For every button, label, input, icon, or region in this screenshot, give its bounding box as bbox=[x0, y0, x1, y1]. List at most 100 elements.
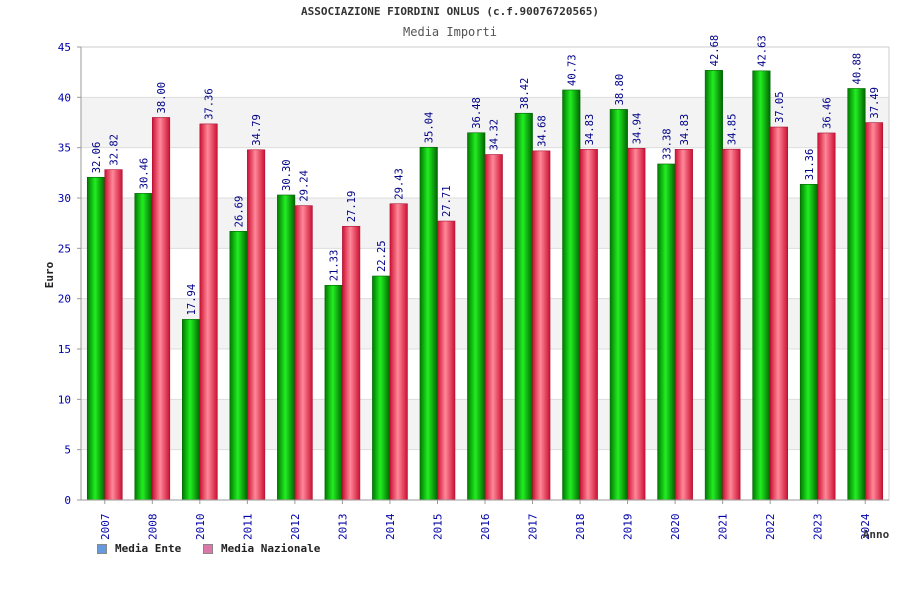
legend-item-ente: Media Ente bbox=[97, 542, 181, 555]
data-label-media-ente: 32.06 bbox=[91, 142, 103, 174]
bar-media-nazionale bbox=[389, 203, 408, 501]
y-tick-label: 30 bbox=[58, 192, 71, 205]
x-tick-label: 2022 bbox=[764, 514, 777, 541]
data-label-media-nazionale: 34.68 bbox=[536, 115, 548, 147]
bar-media-ente bbox=[847, 88, 866, 501]
y-tick-label: 45 bbox=[58, 41, 71, 54]
chart-subtitle: Media Importi bbox=[403, 25, 497, 39]
x-tick-label: 2014 bbox=[384, 513, 397, 540]
data-label-media-ente: 42.68 bbox=[709, 35, 721, 67]
bar-media-nazionale bbox=[674, 149, 693, 501]
data-label-media-ente: 36.48 bbox=[471, 97, 483, 129]
x-tick-label: 2012 bbox=[289, 514, 302, 541]
bar-media-nazionale bbox=[817, 132, 836, 501]
y-tick-label: 0 bbox=[64, 494, 71, 507]
bar-media-nazionale bbox=[864, 122, 884, 501]
data-label-media-nazionale: 32.82 bbox=[109, 134, 121, 166]
legend-label-ente: Media Ente bbox=[115, 542, 182, 555]
bar-media-ente bbox=[324, 284, 343, 501]
data-label-media-nazionale: 29.43 bbox=[394, 168, 406, 200]
data-label-media-ente: 42.63 bbox=[756, 35, 768, 67]
data-label-media-nazionale: 34.79 bbox=[251, 114, 263, 146]
bar-media-nazionale bbox=[437, 220, 456, 501]
data-label-media-ente: 40.88 bbox=[851, 53, 863, 85]
legend-swatch-nazionale bbox=[203, 543, 213, 554]
data-label-media-ente: 35.04 bbox=[424, 112, 436, 144]
data-label-media-ente: 30.46 bbox=[139, 158, 151, 190]
bar-media-nazionale bbox=[342, 225, 361, 501]
bar-media-ente bbox=[467, 132, 486, 501]
data-label-media-nazionale: 34.94 bbox=[631, 113, 643, 145]
data-label-media-ente: 40.73 bbox=[566, 54, 578, 86]
x-tick-label: 2010 bbox=[194, 514, 207, 541]
x-axis-label: Anno bbox=[863, 528, 890, 541]
x-tick-label: 2017 bbox=[527, 514, 540, 541]
bar-media-ente bbox=[229, 231, 248, 501]
bar-media-ente bbox=[799, 184, 819, 501]
data-label-media-nazionale: 36.46 bbox=[821, 97, 833, 129]
data-label-media-nazionale: 34.85 bbox=[726, 114, 738, 146]
legend-item-nazionale: Media Nazionale bbox=[203, 542, 320, 555]
y-tick-label: 25 bbox=[58, 242, 71, 255]
data-label-media-nazionale: 29.24 bbox=[299, 170, 311, 202]
bar-media-nazionale bbox=[532, 150, 551, 501]
data-label-media-ente: 21.33 bbox=[329, 250, 341, 282]
bar-media-nazionale bbox=[151, 117, 171, 501]
data-label-media-nazionale: 34.83 bbox=[584, 114, 596, 146]
y-axis: 0 5 10 15 20 25 30 35 40 45 bbox=[58, 41, 82, 507]
bar-media-ente bbox=[372, 275, 391, 501]
bar-media-ente bbox=[277, 194, 296, 501]
x-tick-label: 2023 bbox=[812, 514, 825, 541]
y-axis-label: Euro bbox=[43, 261, 56, 288]
bar-media-nazionale bbox=[104, 169, 123, 501]
data-label-media-ente: 38.80 bbox=[614, 74, 626, 106]
y-tick-label: 5 bbox=[64, 444, 71, 457]
data-label-media-nazionale: 34.32 bbox=[489, 119, 501, 151]
x-axis: 2007 2008 2010 2011 2012 2013 2014 2015 2016 2017… bbox=[81, 499, 889, 541]
x-tick-label: 2021 bbox=[717, 514, 730, 541]
bar-media-nazionale bbox=[627, 147, 646, 501]
data-label-media-nazionale: 38.00 bbox=[156, 82, 168, 114]
x-tick-label: 2024 bbox=[859, 513, 872, 540]
bar-media-ente bbox=[609, 109, 628, 501]
x-tick-label: 2007 bbox=[99, 514, 112, 541]
bars: 32.06 32.82 30.46 38.00 17.94 37.36 26.69 34.79… bbox=[86, 35, 884, 501]
y-tick-label: 35 bbox=[58, 142, 71, 155]
y-tick-label: 10 bbox=[58, 393, 71, 406]
x-tick-label: 2008 bbox=[146, 514, 159, 541]
legend-swatch-ente bbox=[97, 543, 107, 554]
x-tick-label: 2015 bbox=[431, 514, 444, 541]
bar-media-ente bbox=[704, 70, 723, 501]
bar-media-nazionale bbox=[247, 149, 266, 501]
y-tick-label: 40 bbox=[58, 91, 71, 104]
y-tick-label: 15 bbox=[58, 343, 71, 356]
data-label-media-ente: 26.69 bbox=[234, 196, 246, 228]
chart-title: ASSOCIAZIONE FIORDINI ONLUS (c.f.9007672… bbox=[300, 5, 599, 18]
x-tick-label: 2013 bbox=[336, 514, 349, 541]
data-label-media-nazionale: 37.36 bbox=[204, 88, 216, 120]
bar-media-ente bbox=[752, 70, 771, 501]
bar-media-nazionale bbox=[722, 148, 741, 501]
legend-label-nazionale: Media Nazionale bbox=[221, 542, 321, 555]
bar-media-nazionale bbox=[199, 123, 218, 501]
bar-media-ente bbox=[562, 89, 581, 501]
data-label-media-ente: 33.38 bbox=[661, 128, 673, 160]
data-label-media-nazionale: 37.05 bbox=[774, 91, 786, 123]
bar-media-nazionale bbox=[294, 205, 313, 501]
data-label-media-ente: 30.30 bbox=[281, 159, 293, 191]
data-label-media-ente: 38.42 bbox=[519, 78, 531, 110]
x-tick-label: 2011 bbox=[241, 514, 254, 541]
bar-media-ente bbox=[182, 319, 201, 501]
bar-media-nazionale bbox=[484, 154, 503, 501]
x-tick-label: 2018 bbox=[574, 514, 587, 541]
data-label-media-nazionale: 37.49 bbox=[869, 87, 881, 119]
bar-media-nazionale bbox=[579, 149, 598, 501]
bar-media-ente bbox=[86, 176, 106, 501]
x-tick-label: 2019 bbox=[622, 514, 635, 541]
data-label-media-nazionale: 34.83 bbox=[679, 114, 691, 146]
data-label-media-ente: 31.36 bbox=[804, 149, 816, 181]
bar-media-ente bbox=[134, 193, 153, 501]
bar-media-ente bbox=[419, 146, 438, 501]
bar-media-nazionale bbox=[769, 126, 788, 501]
